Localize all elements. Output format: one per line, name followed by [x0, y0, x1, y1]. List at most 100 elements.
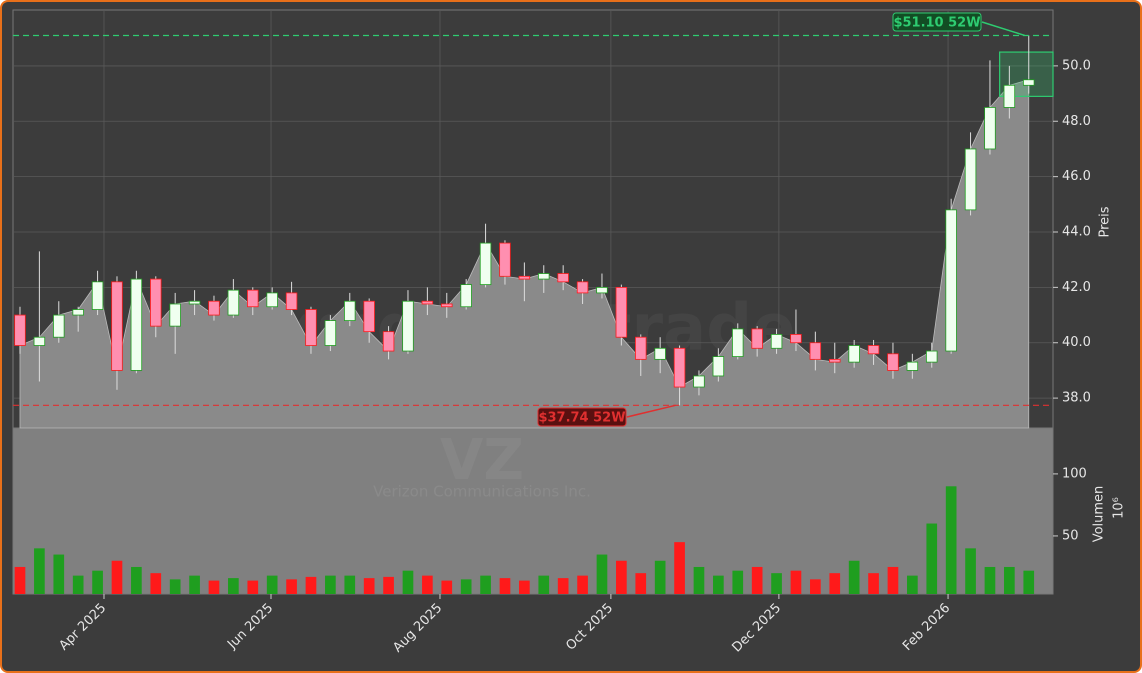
- volume-bar: [965, 548, 976, 594]
- volume-bar: [305, 576, 317, 594]
- candle-body: [479, 242, 492, 286]
- candle-body: [790, 334, 802, 344]
- candle-body: [1003, 84, 1016, 108]
- annotation-arrow: [626, 404, 676, 418]
- volume-axis-label: Volumen: [1092, 486, 1107, 543]
- volume-bar: [674, 542, 685, 594]
- x-tick-label: Dec 2025: [729, 601, 784, 656]
- volume-bar: [907, 575, 918, 594]
- candle-body: [111, 281, 123, 371]
- candle-body: [673, 347, 686, 388]
- candle-body: [829, 358, 841, 363]
- volume-bar: [557, 578, 569, 594]
- volume-bar: [616, 560, 627, 594]
- y-tick-label: 46.0: [1062, 169, 1091, 184]
- volume-bar: [1004, 566, 1015, 594]
- volume-bar: [829, 573, 841, 594]
- candle-body: [14, 314, 26, 346]
- candle-body: [809, 342, 822, 360]
- volume-bar: [460, 579, 472, 594]
- candle-body: [1023, 79, 1035, 86]
- candle-body: [305, 309, 317, 346]
- volume-bar: [945, 486, 957, 594]
- y-tick-label: 42.0: [1062, 280, 1091, 295]
- volume-y-tick-label: 100: [1062, 466, 1087, 481]
- volume-bar: [169, 579, 181, 594]
- candle-body: [538, 273, 550, 280]
- candle-body: [344, 300, 356, 321]
- volume-bar: [34, 548, 45, 594]
- y-axis-label: Preis: [1098, 206, 1113, 237]
- candle-body: [945, 209, 957, 352]
- volume-bar: [111, 560, 123, 594]
- volume-bar: [131, 566, 142, 594]
- volume-bar: [693, 566, 705, 594]
- candle-body: [247, 289, 259, 308]
- candle-body: [72, 309, 84, 316]
- candle-body: [635, 336, 647, 360]
- candle-body: [285, 292, 298, 310]
- volume-bar: [499, 578, 511, 594]
- x-tick-label: Feb 2026: [900, 601, 953, 654]
- volume-bar: [266, 575, 278, 594]
- volume-bar: [771, 573, 782, 594]
- volume-bar: [228, 578, 239, 594]
- volume-bar: [538, 575, 550, 594]
- candle-body: [499, 242, 511, 277]
- candle-body: [324, 320, 337, 346]
- candle-body: [712, 356, 725, 377]
- volume-bar: [383, 576, 394, 594]
- volume-y-tick-label: 50: [1062, 528, 1079, 543]
- candle-body: [867, 345, 880, 355]
- volume-bar: [53, 554, 65, 594]
- volume-bar: [441, 580, 453, 594]
- volume-bar: [868, 573, 879, 594]
- candle-body: [421, 300, 434, 305]
- candle-body: [693, 375, 705, 388]
- volume-bar: [751, 566, 763, 594]
- volume-bar: [422, 575, 433, 594]
- candle-body: [964, 148, 977, 211]
- volume-bar: [887, 566, 899, 594]
- candle-body: [906, 361, 919, 371]
- candle-body: [169, 303, 181, 327]
- volume-bar: [984, 566, 996, 594]
- y-tick-label: 48.0: [1062, 114, 1091, 129]
- y-tick-label: 50.0: [1062, 58, 1091, 73]
- candle-body: [848, 345, 860, 363]
- candle-body: [926, 350, 938, 363]
- candle-body: [984, 107, 996, 150]
- annotation-box: [537, 407, 627, 427]
- volume-bar: [208, 580, 220, 594]
- symbol-watermark: VZ: [440, 428, 524, 493]
- candle-body: [732, 328, 744, 357]
- candle-body: [150, 278, 162, 327]
- volume-bar: [596, 554, 608, 594]
- x-tick-label: Apr 2025: [56, 601, 109, 654]
- candle-body: [53, 314, 65, 338]
- volume-bar: [325, 575, 336, 594]
- candle-body: [654, 347, 666, 360]
- candle-body: [751, 328, 763, 349]
- candle-body: [596, 286, 608, 294]
- candle-body: [130, 278, 143, 371]
- x-tick-label: Oct 2025: [563, 601, 616, 654]
- candle-body: [770, 334, 783, 349]
- annotation-label: $51.10 52W: [893, 16, 980, 31]
- volume-bar: [519, 580, 530, 594]
- candle-body: [91, 281, 104, 310]
- y-tick-label: 38.0: [1062, 391, 1091, 406]
- volume-bar: [480, 575, 491, 594]
- volume-bar: [189, 575, 200, 594]
- annotation-arrow: [981, 21, 1025, 37]
- volume-bar: [848, 560, 860, 594]
- volume-bar: [810, 579, 821, 594]
- volume-bar: [92, 570, 103, 594]
- candle-body: [576, 281, 589, 294]
- volume-bar: [926, 523, 938, 594]
- candle-body: [227, 289, 240, 316]
- candle-body: [382, 331, 395, 352]
- volume-bar: [72, 575, 84, 594]
